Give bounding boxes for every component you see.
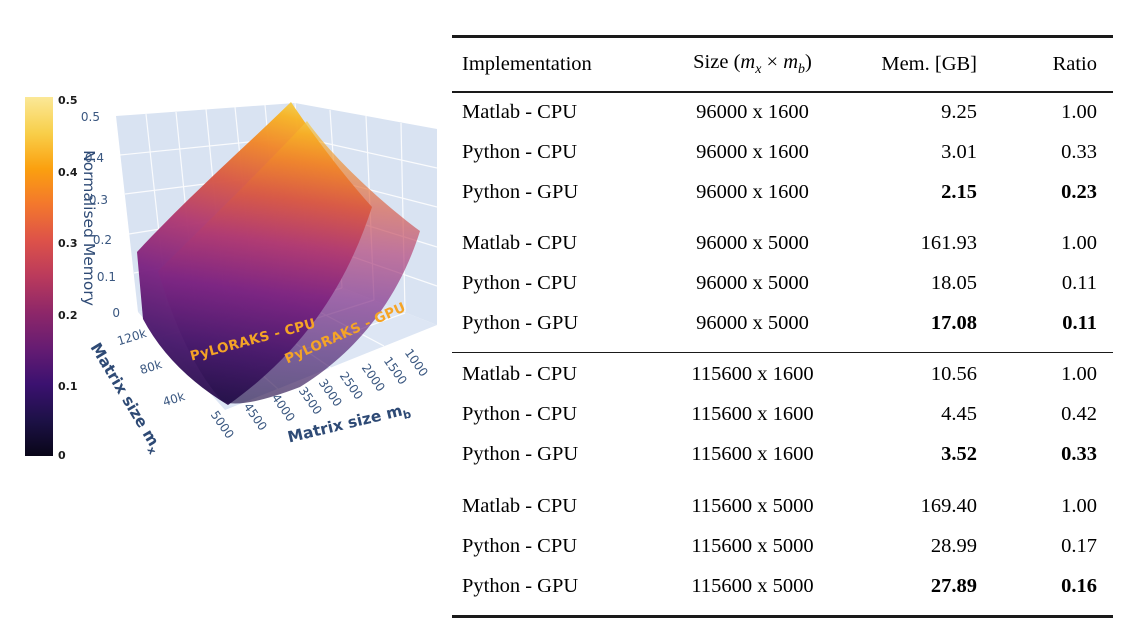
y-axis-title: Matrix size mx — [84, 340, 166, 457]
table-top-rule — [452, 35, 1113, 38]
table-row: Python - CPU 115600 x 5000 28.99 0.17 — [462, 534, 1097, 557]
table-row: Python - GPU 96000 x 1600 2.15 0.23 — [462, 181, 1097, 204]
z-axis-ticks: 0.5 0.4 0.3 0.2 0.1 0 — [81, 110, 120, 320]
colorbar-title: Normalised Memory — [80, 150, 98, 306]
svg-text:5000: 5000 — [208, 408, 237, 441]
col-header-memory: Mem. [GB] — [881, 53, 977, 75]
svg-text:80k: 80k — [138, 357, 163, 377]
table-group-115600x5000: Matlab - CPU 115600 x 5000 169.40 1.00 P… — [452, 486, 1113, 606]
svg-text:4000: 4000 — [269, 391, 298, 424]
colorbar-tick: 0.2 — [58, 309, 78, 322]
svg-text:0.1: 0.1 — [97, 270, 116, 284]
table-header-row: Implementation Size (mx × mb) Mem. [GB] … — [452, 38, 1113, 91]
table-row: Python - GPU 96000 x 5000 17.08 0.11 — [462, 312, 1097, 335]
table-header-rule — [452, 91, 1113, 93]
colorbar — [25, 97, 53, 456]
table-row: Python - CPU 96000 x 5000 18.05 0.11 — [462, 272, 1097, 295]
table-group-96000x1600: Matlab - CPU 96000 x 1600 9.25 1.00 Pyth… — [452, 93, 1113, 213]
benchmark-table: Implementation Size (mx × mb) Mem. [GB] … — [452, 28, 1113, 619]
table-group-96000x5000: Matlab - CPU 96000 x 5000 161.93 1.00 Py… — [452, 224, 1113, 344]
table-row: Matlab - CPU 115600 x 5000 169.40 1.00 — [462, 494, 1097, 517]
table-row: Python - CPU 96000 x 1600 3.01 0.33 — [462, 141, 1097, 164]
svg-text:0.4: 0.4 — [85, 151, 104, 165]
table-row: Matlab - CPU 96000 x 5000 161.93 1.00 — [462, 232, 1097, 255]
table-mid-rule — [452, 351, 1113, 354]
x-axis-title: Matrix size mb — [286, 400, 413, 450]
svg-text:0: 0 — [112, 306, 120, 320]
svg-text:0.2: 0.2 — [93, 233, 112, 247]
table-row: Python - CPU 115600 x 1600 4.45 0.42 — [462, 402, 1097, 425]
svg-text:4500: 4500 — [241, 400, 270, 433]
surface-gpu — [158, 121, 420, 404]
colorbar-tick: 0.3 — [58, 237, 78, 250]
table-row: Matlab - CPU 96000 x 1600 9.25 1.00 — [462, 101, 1097, 124]
table-row: Matlab - CPU 115600 x 1600 10.56 1.00 — [462, 362, 1097, 385]
table-group-115600x1600: Matlab - CPU 115600 x 1600 10.56 1.00 Py… — [452, 354, 1113, 474]
colorbar-tick: 0.5 — [58, 94, 78, 107]
svg-text:40k: 40k — [161, 389, 186, 409]
col-header-implementation: Implementation — [462, 53, 592, 75]
colorbar-tick: 0 — [58, 449, 66, 462]
svg-text:0.5: 0.5 — [81, 110, 100, 124]
col-header-size: Size (mx × mb) — [693, 50, 812, 78]
surface-plot-figure: 0.5 0.4 0.3 0.2 0.1 0 Normalised Memory … — [25, 94, 438, 462]
table-row: Python - GPU 115600 x 5000 27.89 0.16 — [462, 574, 1097, 597]
svg-text:120k: 120k — [116, 326, 149, 348]
col-header-ratio: Ratio — [1052, 53, 1097, 75]
svg-text:0.3: 0.3 — [89, 193, 108, 207]
table-bottom-rule — [452, 615, 1113, 619]
colorbar-tick: 0.1 — [58, 380, 78, 393]
colorbar-tick: 0.4 — [58, 166, 78, 179]
table-row: Python - GPU 115600 x 1600 3.52 0.33 — [462, 442, 1097, 465]
